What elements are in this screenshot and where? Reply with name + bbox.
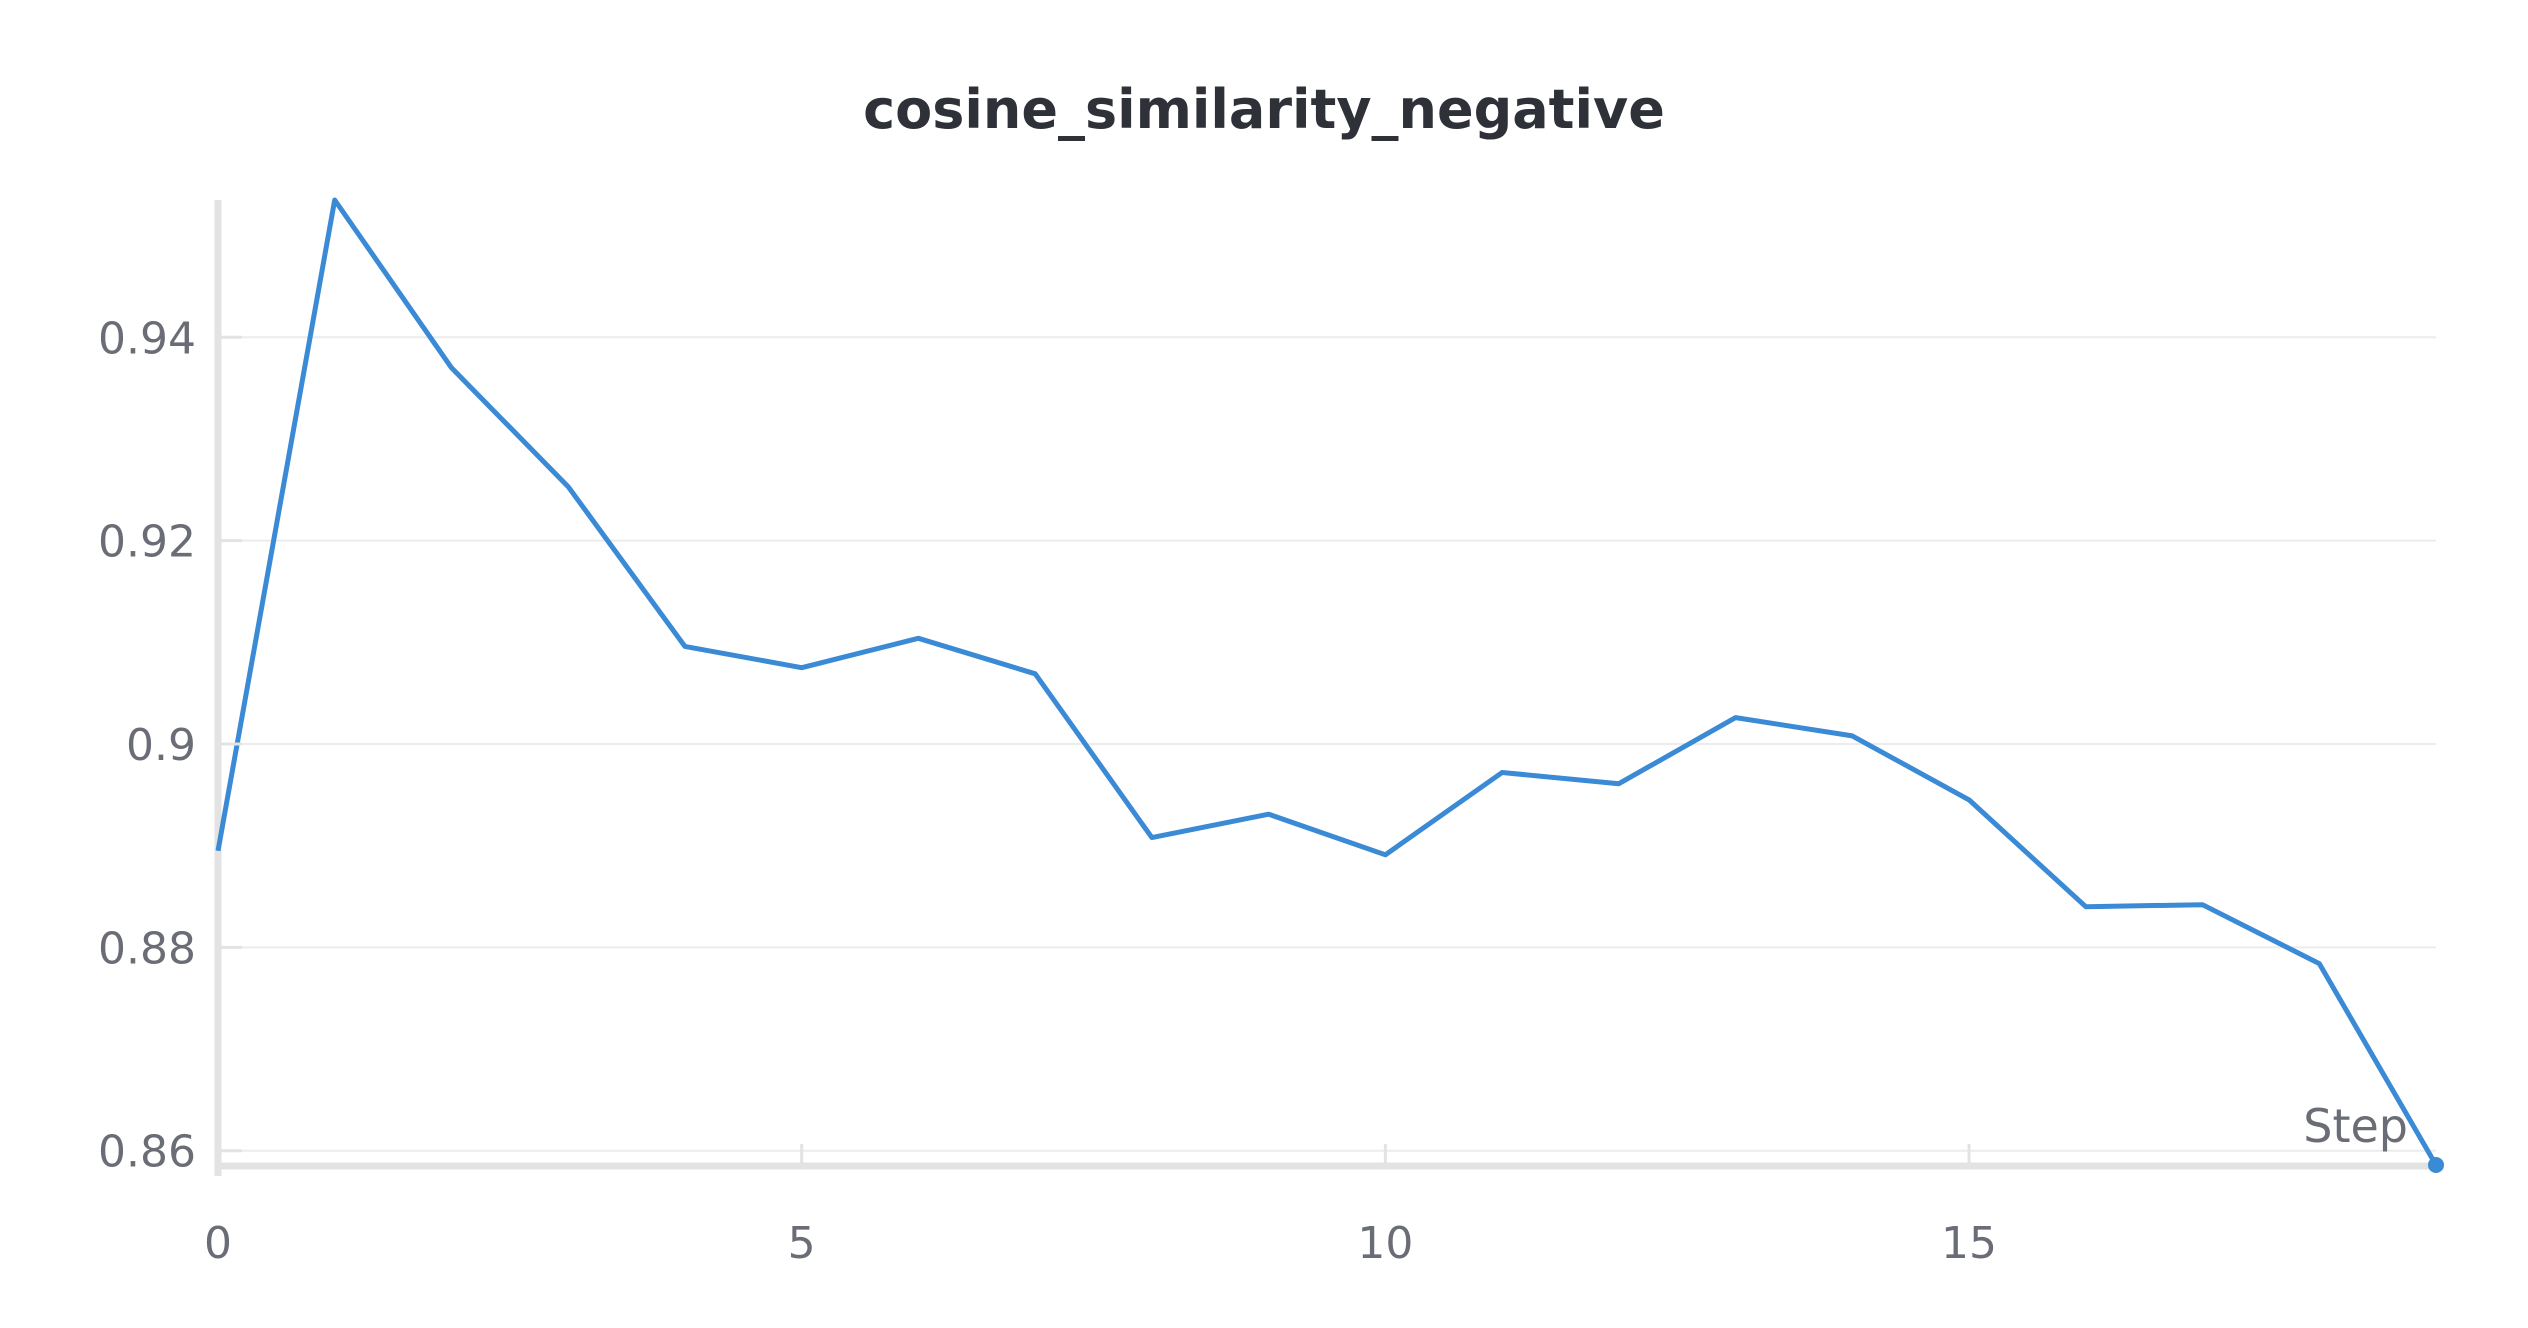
y-tick-label: 0.88 [98,923,196,974]
series-layer [215,197,2444,1173]
y-tick-label: 0.92 [98,517,196,568]
chart-title: cosine_similarity_negative [863,78,1665,141]
x-tick-label: 5 [788,1218,816,1269]
y-tick-label: 0.86 [98,1127,196,1178]
x-tick-label: 0 [204,1218,232,1269]
x-axis-ticks: 0 5 10 15 [204,1144,1997,1269]
series-line [215,197,2439,1167]
gridlines [218,336,2436,1152]
y-tick-label: 0.9 [126,720,196,771]
axes [214,200,2436,1176]
x-tick-label: 15 [1941,1218,1997,1269]
y-axis-ticks: 0.86 0.88 0.9 0.92 0.94 [98,313,242,1178]
data-point [2428,1156,2444,1173]
y-tick-label: 0.94 [98,313,196,364]
x-tick-label: 10 [1357,1218,1413,1269]
x-axis-label: Step [2303,1099,2408,1153]
